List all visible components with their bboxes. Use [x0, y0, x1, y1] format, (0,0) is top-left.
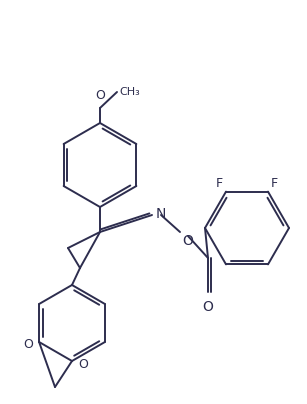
Text: O: O: [78, 358, 88, 370]
Text: F: F: [271, 177, 278, 189]
Text: O: O: [203, 300, 213, 314]
Text: CH₃: CH₃: [119, 87, 140, 97]
Text: N: N: [156, 207, 166, 221]
Text: F: F: [216, 177, 223, 189]
Text: O: O: [23, 339, 33, 351]
Text: O: O: [182, 234, 193, 248]
Text: O: O: [95, 89, 105, 102]
